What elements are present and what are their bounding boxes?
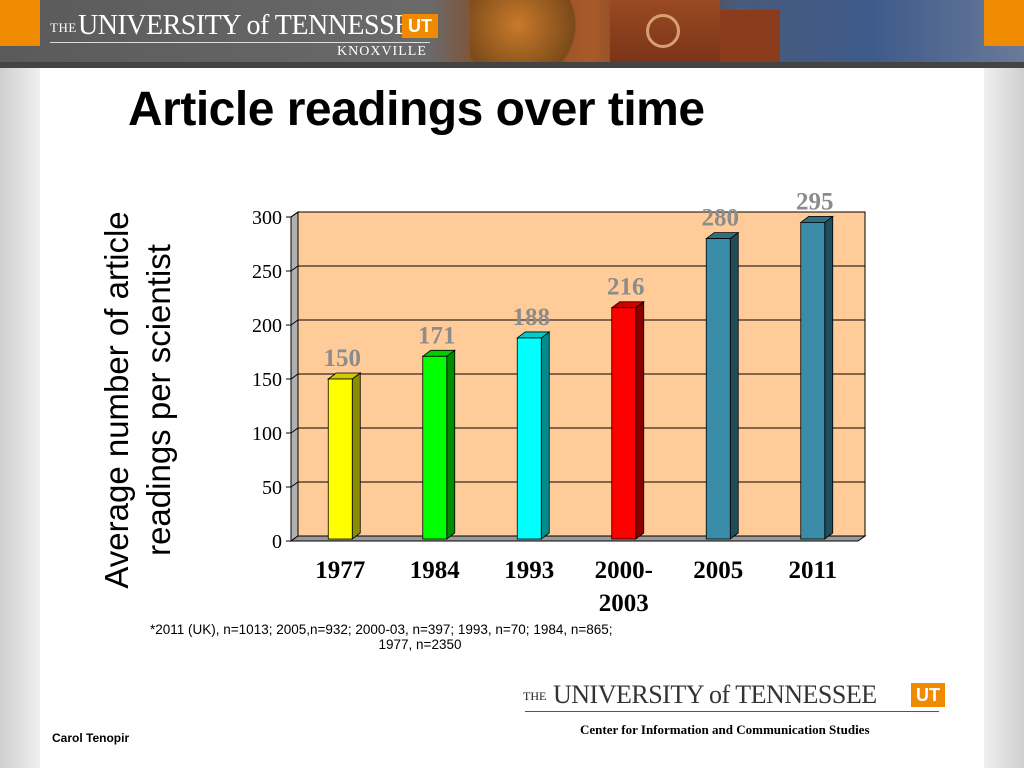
header-logo-rule [50,42,430,43]
header-orange-tab-left [0,0,40,46]
slide-title: Article readings over time [128,83,705,136]
bar [422,355,448,540]
footer-ut-badge-icon: UT [911,683,945,707]
x-tick-label: 2000- [595,557,653,584]
data-label: 295 [796,188,834,215]
data-label: 150 [324,345,362,372]
data-label: 188 [513,304,551,331]
slide-right-margin [984,0,1024,768]
y-tick-label: 250 [252,261,282,283]
bar-side [446,349,456,540]
bar [611,307,637,540]
header-logo-university: UNIVERSITY of TENNESSEE [78,10,428,41]
header-orange-tab-right [984,0,1024,46]
center-name: Center for Information and Communication… [580,722,870,737]
gridline-diagonal [290,265,299,272]
x-tick-label: 1977 [315,557,365,584]
y-tick-label: 300 [252,207,282,229]
banner-clock-icon [646,14,680,48]
gridline-diagonal [290,373,299,380]
banner-building-photo [720,10,780,62]
bar-side [540,331,550,540]
sample-size-footnote: *2011 (UK), n=1013; 2005,n=932; 2000-03,… [150,622,690,652]
bar [800,221,826,540]
x-tick-label: 1993 [504,557,554,584]
x-tick-label: 1984 [410,557,461,584]
bar-side [824,215,834,540]
author-name: Carol Tenopir [52,731,130,745]
gridline-diagonal [290,427,299,434]
y-tick-label: 150 [252,369,282,391]
x-tick-label: 2011 [788,557,837,584]
y-tick-label: 0 [272,531,282,553]
x-tick-label: 2005 [693,557,743,584]
data-label: 171 [418,322,456,349]
header-banner: THE UNIVERSITY of TENNESSEE UT KNOXVILLE [0,0,1024,68]
x-tick-label: 2003 [599,590,649,617]
y-tick-label: 200 [252,315,282,337]
data-label: 216 [607,274,645,301]
header-strip [0,62,1024,68]
footnote-line-2: 1977, n=2350 [378,637,462,652]
bar-side [351,372,361,540]
bar [327,378,353,540]
header-ut-badge-icon: UT [402,14,438,38]
bar [516,337,542,540]
header-logo-campus: KNOXVILLE [337,44,427,59]
footer-logo-the: THE [523,689,547,703]
footnote-line-1: *2011 (UK), n=1013; 2005,n=932; 2000-03,… [150,622,613,637]
bar-side [729,231,739,540]
gridline-diagonal [290,481,299,488]
data-label: 280 [702,205,740,232]
y-tick-label: 50 [262,477,282,499]
footer-university-logo: THE UNIVERSITY of TENNESSEE UT [523,680,945,720]
gridline-diagonal [290,211,299,218]
y-tick-label: 100 [252,423,282,445]
header-logo-the: THE [50,20,77,35]
slide-left-margin [0,0,40,768]
footer-logo-university: UNIVERSITY of TENNESSEE [553,680,877,709]
bar-side [635,300,645,540]
plot-floor [289,535,867,542]
bar [705,238,731,540]
gridline-diagonal [290,319,299,326]
banner-tree-photo [470,0,590,62]
footer-logo-rule [525,711,939,712]
